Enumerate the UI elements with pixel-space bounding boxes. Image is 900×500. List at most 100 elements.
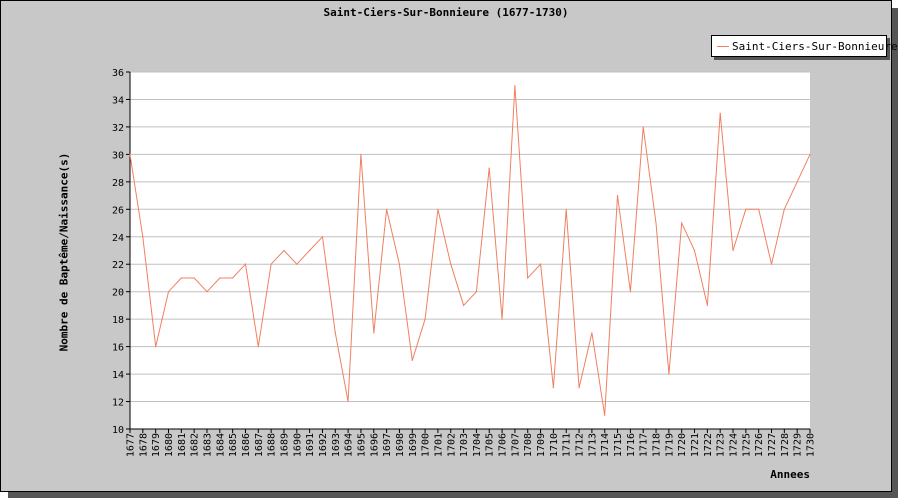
data-point: [475, 291, 478, 293]
x-tick-label: 1697: [382, 433, 393, 457]
x-tick-label: 1689: [279, 433, 290, 457]
x-tick-label: 1724: [729, 433, 740, 457]
data-point: [758, 208, 760, 210]
x-tick-label: 1681: [177, 433, 188, 457]
x-tick-label: 1680: [164, 433, 175, 457]
data-point: [616, 194, 619, 197]
data-point: [488, 167, 490, 169]
data-point: [398, 263, 401, 265]
data-point: [693, 249, 696, 252]
data-point: [783, 208, 785, 210]
x-tick-label: 1707: [510, 433, 521, 457]
x-tick-label: 1730: [806, 433, 817, 457]
data-point: [809, 153, 811, 155]
data-point: [745, 208, 747, 210]
data-point: [219, 277, 221, 279]
y-tick-label: 32: [112, 123, 124, 134]
data-point: [578, 387, 580, 389]
y-tick-label: 16: [112, 343, 124, 354]
data-point: [796, 181, 798, 183]
y-tick-label: 28: [112, 178, 124, 189]
data-point: [411, 359, 413, 361]
data-point: [193, 277, 195, 279]
x-tick-label: 1690: [292, 433, 303, 457]
x-tick-label: 1726: [754, 433, 765, 457]
y-tick-label: 36: [112, 68, 124, 79]
data-point: [232, 277, 234, 279]
data-point: [668, 373, 670, 375]
data-point: [206, 291, 208, 293]
x-tick-label: 1678: [138, 433, 149, 457]
data-point: [386, 208, 388, 210]
x-tick-label: 1721: [690, 433, 701, 457]
x-tick-label: 1718: [652, 433, 663, 457]
x-tick-label: 1729: [793, 433, 804, 457]
data-point: [257, 346, 259, 348]
x-tick-label: 1708: [523, 433, 534, 457]
x-tick-label: 1712: [575, 433, 586, 457]
x-tick-label: 1722: [703, 433, 714, 457]
legend-label: Saint-Ciers-Sur-Bonnieure: [732, 40, 898, 53]
x-tick-label: 1703: [459, 433, 470, 457]
data-point: [283, 249, 285, 252]
data-point: [770, 263, 773, 265]
legend-swatch: [717, 46, 729, 47]
y-tick-label: 10: [112, 425, 124, 436]
y-tick-label: 18: [112, 315, 124, 326]
data-point: [424, 318, 426, 320]
x-tick-label: 1695: [356, 433, 367, 457]
x-tick-label: 1684: [215, 433, 226, 457]
data-point: [604, 414, 606, 416]
line-chart: 10 12 14 16 18 20 22 24 26 28 30 32 34 36 1677 1678 1679…: [112, 68, 817, 457]
chart-title: Saint-Ciers-Sur-Bonnieure (1677-1730): [323, 6, 569, 19]
x-tick-label: 1698: [395, 433, 406, 457]
data-point: [462, 304, 465, 307]
x-tick-label: 1692: [318, 433, 329, 457]
x-tick-label: 1701: [433, 433, 444, 457]
x-tick-label: 1711: [562, 433, 573, 457]
x-tick-label: 1717: [639, 433, 650, 457]
x-tick-label: 1705: [485, 433, 496, 457]
y-tick-label: 26: [112, 205, 124, 216]
data-point: [552, 387, 554, 389]
x-tick-label: 1700: [421, 433, 432, 457]
x-tick-label: 1706: [498, 433, 509, 457]
data-point: [629, 291, 631, 293]
y-tick-label: 20: [112, 288, 124, 299]
x-tick-label: 1686: [241, 433, 252, 457]
data-point: [270, 263, 272, 265]
frame-shadow-bottom: [8, 492, 898, 498]
frame-shadow-right: [892, 8, 898, 498]
data-point: [373, 332, 375, 334]
x-tick-label: 1704: [472, 433, 483, 457]
x-tick-label: 1685: [228, 433, 239, 457]
x-tick-label: 1679: [151, 433, 162, 457]
y-tick-label: 24: [112, 233, 124, 244]
data-point: [450, 263, 452, 265]
data-point: [360, 153, 362, 155]
data-point: [155, 346, 157, 348]
series-line: [129, 85, 811, 416]
y-tick-label: 34: [112, 95, 124, 106]
x-tick-label: 1693: [331, 433, 342, 457]
x-tick-label: 1710: [549, 433, 560, 457]
data-point: [129, 153, 131, 155]
x-tick-label: 1683: [202, 433, 213, 457]
x-tick-label: 1720: [677, 433, 688, 457]
data-point: [180, 277, 182, 279]
x-axis-label: Annees: [770, 468, 810, 481]
y-tick-label: 14: [112, 370, 124, 381]
x-tick-label: 1691: [305, 433, 316, 457]
x-tick-label: 1696: [369, 433, 380, 457]
data-point: [347, 400, 349, 403]
x-tick-label: 1714: [600, 433, 611, 457]
data-point: [732, 249, 734, 252]
x-tick-label: 1727: [767, 433, 778, 457]
data-point: [655, 222, 657, 224]
data-point: [642, 126, 644, 128]
data-point: [501, 318, 503, 320]
x-tick-label: 1699: [408, 433, 419, 457]
x-tick-label: 1715: [613, 433, 624, 457]
x-tick-label: 1716: [626, 433, 637, 457]
data-point: [142, 236, 144, 238]
